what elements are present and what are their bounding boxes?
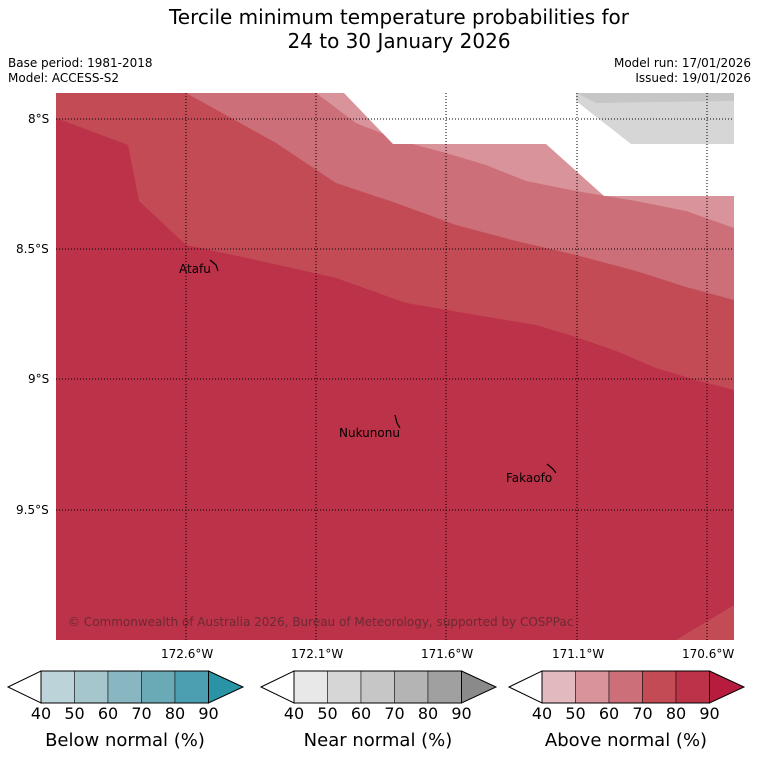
near-normal-title: Near normal (%) (303, 730, 453, 751)
lat-label-8: 8°S (28, 112, 50, 126)
below-arrow-left (6, 670, 42, 704)
below-swatch-50 (74, 670, 109, 704)
near-arrow-right (461, 670, 498, 704)
below-swatch-70 (141, 670, 176, 704)
near-swatch-70 (394, 670, 429, 704)
lat-label-9: 9°S (28, 372, 50, 386)
copyright-notice: © Commonwealth of Australia 2026, Bureau… (68, 615, 574, 629)
atafu-atoll-outline (209, 259, 219, 272)
region-near-60 (576, 93, 734, 103)
above-swatch-60 (608, 670, 643, 704)
lat-label-8-5: 8.5°S (16, 242, 49, 256)
above-tick-50: 50 (565, 704, 586, 723)
colorbar-below-normal (6, 670, 245, 704)
lon-label-171-6: 171.6°W (421, 647, 474, 661)
lon-label-172-1: 172.1°W (291, 647, 344, 661)
model-name: Model: ACCESS-S2 (8, 71, 120, 85)
below-tick-60: 60 (97, 704, 119, 723)
above-tick-80: 80 (665, 704, 687, 723)
base-period: Base period: 1981-2018 (8, 56, 153, 70)
model-run: Model run: 17/01/2026 (613, 56, 751, 70)
near-swatch-50 (327, 670, 362, 704)
issued-date: Issued: 19/01/2026 (635, 71, 751, 85)
near-tick-60: 60 (350, 704, 372, 723)
title-line-1: Tercile minimum temperature probabilitie… (168, 5, 630, 29)
gridlines (56, 93, 734, 640)
probability-map (56, 93, 734, 640)
below-tick-90: 90 (198, 704, 219, 723)
fakaofo-atoll-outline (546, 463, 557, 474)
below-swatch-40 (40, 670, 75, 704)
meta-right: Model run: 17/01/2026 Issued: 19/01/2026 (614, 56, 751, 86)
near-frame (293, 670, 462, 704)
above-frame (541, 670, 710, 704)
near-tick-80: 80 (417, 704, 439, 723)
region-near-50 (576, 93, 734, 144)
near-swatch-40 (293, 670, 328, 704)
above-tick-70: 70 (632, 704, 653, 723)
region-above-70-lower (676, 605, 734, 640)
title-line-2: 24 to 30 January 2026 (287, 29, 511, 53)
near-swatch-60 (360, 670, 395, 704)
above-swatch-40 (541, 670, 576, 704)
above-tick-40: 40 (531, 704, 553, 723)
place-label-atafu: Atafu (179, 262, 211, 276)
nukunonu-atoll-outline (394, 414, 401, 429)
lon-label-171-1: 171.1°W (552, 647, 605, 661)
near-tick-40: 40 (283, 704, 305, 723)
below-tick-40: 40 (30, 704, 52, 723)
near-tick-50: 50 (317, 704, 338, 723)
below-arrow-right (208, 670, 245, 704)
below-frame (40, 670, 209, 704)
below-swatch-60 (107, 670, 142, 704)
above-arrow-right (709, 670, 746, 704)
above-tick-90: 90 (699, 704, 720, 723)
below-tick-50: 50 (64, 704, 85, 723)
lon-label-172-6: 172.6°W (161, 647, 214, 661)
map-title: Tercile minimum temperature probabilitie… (0, 5, 758, 53)
place-label-fakaofo: Fakaofo (506, 471, 553, 485)
near-swatch-80 (427, 670, 462, 704)
near-tick-70: 70 (384, 704, 405, 723)
below-tick-80: 80 (164, 704, 186, 723)
above-tick-60: 60 (598, 704, 620, 723)
colorbar-near-normal (259, 670, 498, 704)
above-normal-title: Above normal (%) (544, 730, 708, 751)
colorbar-above-normal (507, 670, 746, 704)
lon-label-170-6: 170.6°W (682, 647, 735, 661)
above-swatch-50 (575, 670, 610, 704)
below-normal-title: Below normal (%) (45, 730, 205, 751)
above-arrow-left (507, 670, 543, 704)
above-swatch-80 (675, 670, 710, 704)
place-label-nukunonu: Nukunonu (339, 426, 400, 440)
above-swatch-70 (642, 670, 677, 704)
below-tick-70: 70 (131, 704, 152, 723)
lat-label-9-5: 9.5°S (16, 503, 49, 517)
below-swatch-80 (174, 670, 209, 704)
near-tick-90: 90 (451, 704, 472, 723)
meta-left: Base period: 1981-2018 Model: ACCESS-S2 (8, 56, 153, 86)
near-arrow-left (259, 670, 295, 704)
